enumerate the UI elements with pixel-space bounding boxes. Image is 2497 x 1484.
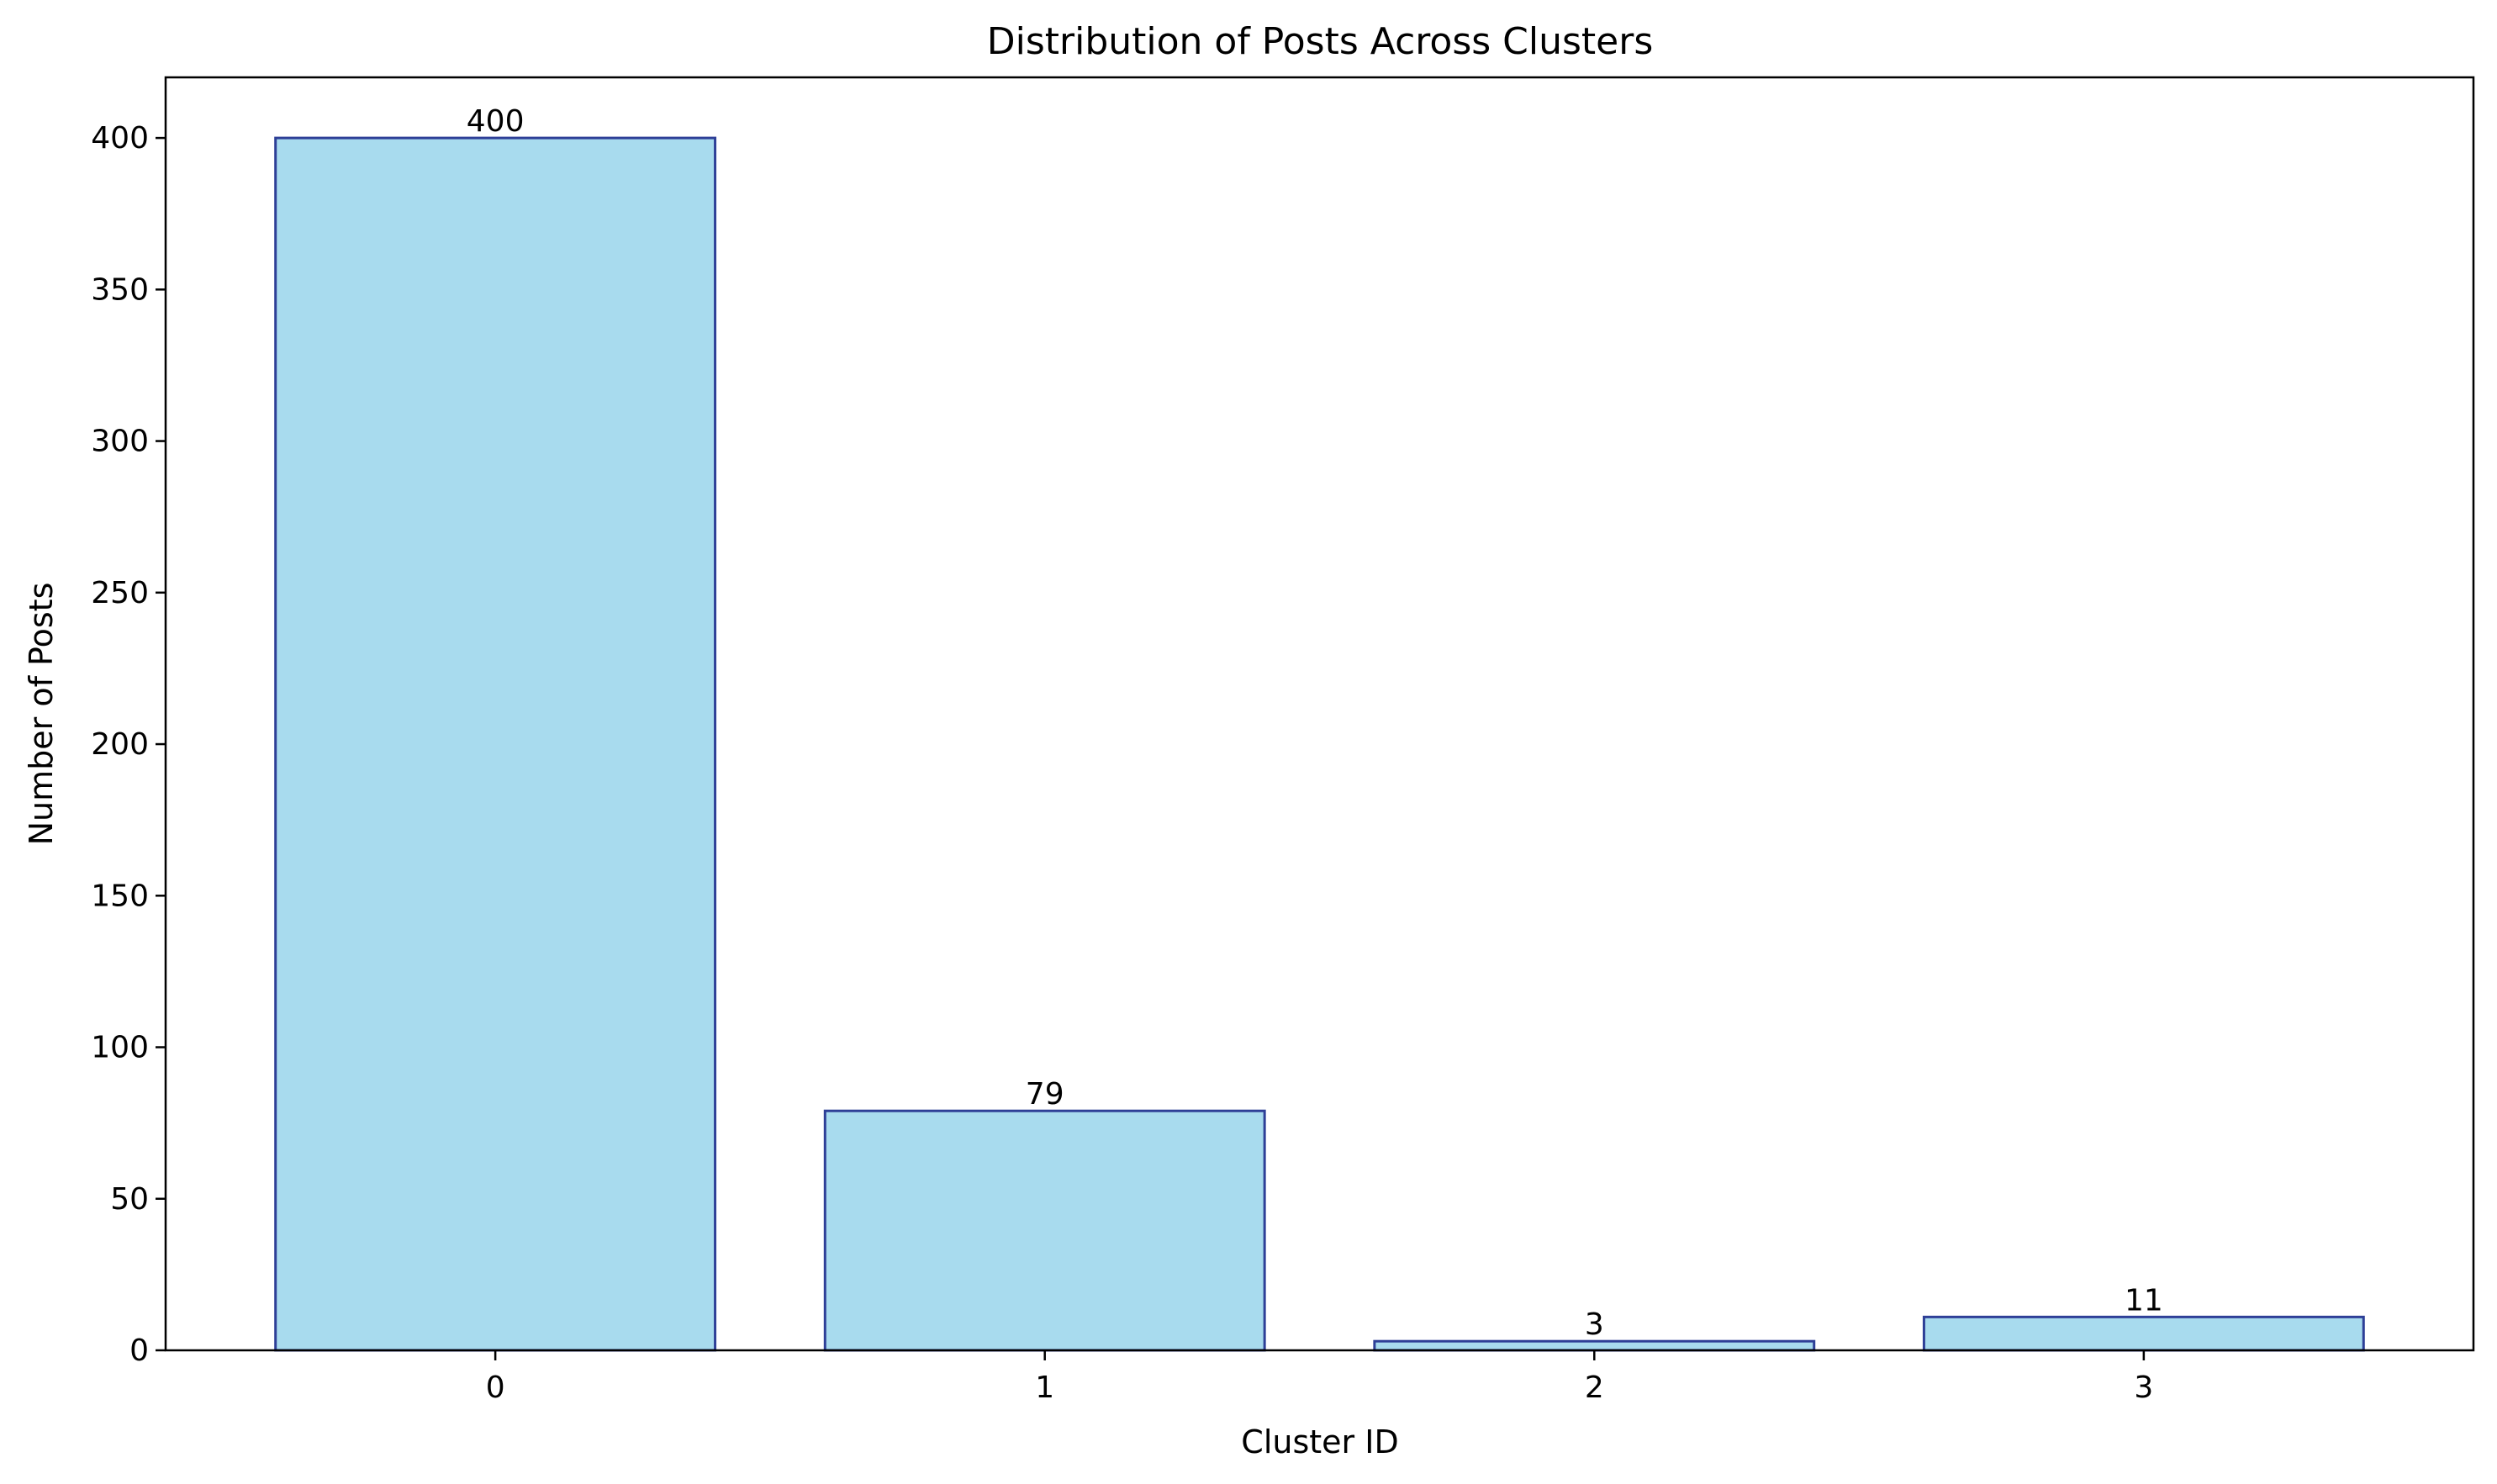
y-axis-label: Number of Posts: [23, 583, 60, 846]
y-tick-label: 400: [91, 121, 149, 156]
bar-value-label: 79: [1026, 1077, 1064, 1112]
y-tick-label: 0: [129, 1333, 149, 1368]
chart-title: Distribution of Posts Across Clusters: [987, 20, 1654, 63]
x-tick-label: 0: [486, 1370, 505, 1405]
y-tick-label: 350: [91, 272, 149, 307]
y-tick-label: 150: [91, 879, 149, 913]
bar-value-label: 3: [1585, 1307, 1604, 1342]
plot-area-frame: [164, 76, 2475, 1352]
y-axis: 0 50 100 150 200 250 300 350 400: [91, 121, 166, 1368]
x-tick-label: 3: [2134, 1370, 2153, 1405]
x-axis-label: Cluster ID: [1241, 1423, 1398, 1460]
x-tick-label: 1: [1035, 1370, 1054, 1405]
y-tick-label: 200: [91, 727, 149, 762]
bar-value-label: 11: [2125, 1283, 2163, 1318]
data-labels-layer: 400 79 3 11: [467, 104, 2163, 1342]
y-tick-label: 50: [110, 1182, 149, 1217]
bar-cluster-1: [823, 1109, 1266, 1352]
bar-cluster-3: [1922, 1315, 2365, 1352]
bar-cluster-2: [1373, 1339, 1816, 1352]
y-tick-label: 250: [91, 576, 149, 610]
bar-cluster-0: [274, 136, 717, 1352]
y-tick-label: 100: [91, 1031, 149, 1065]
y-tick-label: 300: [91, 425, 149, 459]
x-axis: 0 1 2 3: [486, 1350, 2153, 1405]
bar-value-label: 400: [467, 104, 525, 139]
bars-layer: [274, 136, 2365, 1352]
x-tick-label: 2: [1585, 1370, 1604, 1405]
